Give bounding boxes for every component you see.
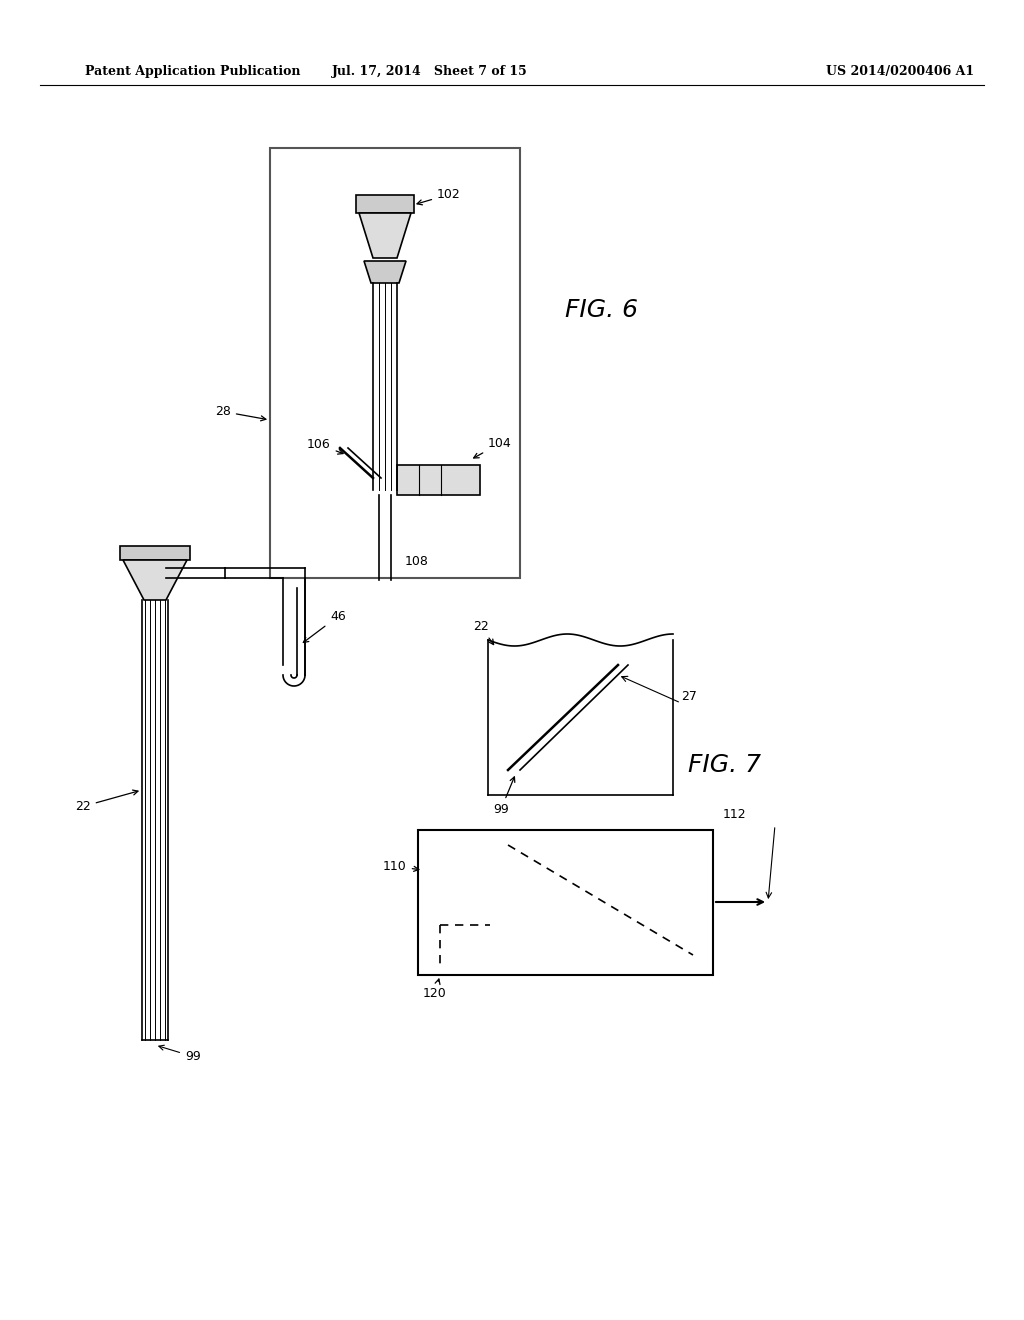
Text: 22: 22: [75, 791, 138, 813]
Text: Patent Application Publication: Patent Application Publication: [85, 66, 300, 78]
Polygon shape: [123, 560, 187, 601]
Bar: [418, 830, 713, 975]
Text: 112: 112: [723, 808, 746, 821]
Text: 99: 99: [159, 1045, 201, 1063]
Text: 104: 104: [474, 437, 512, 458]
Bar: [397, 465, 480, 495]
Bar: [120, 546, 190, 560]
Polygon shape: [359, 213, 411, 257]
Text: 46: 46: [303, 610, 346, 643]
Text: FIG. 7: FIG. 7: [688, 752, 761, 777]
Text: 27: 27: [681, 690, 697, 704]
Text: US 2014/0200406 A1: US 2014/0200406 A1: [826, 66, 974, 78]
Bar: [270, 148, 520, 578]
Text: 99: 99: [493, 777, 515, 816]
Text: 22: 22: [473, 620, 494, 644]
Text: 110: 110: [383, 861, 419, 873]
Polygon shape: [364, 261, 406, 282]
Bar: [356, 195, 414, 213]
Text: Jul. 17, 2014   Sheet 7 of 15: Jul. 17, 2014 Sheet 7 of 15: [332, 66, 528, 78]
Text: 120: 120: [423, 979, 446, 1001]
Text: 106: 106: [307, 438, 343, 454]
Text: 102: 102: [417, 187, 461, 205]
Text: 108: 108: [406, 554, 429, 568]
Text: 28: 28: [215, 405, 266, 421]
Text: FIG. 6: FIG. 6: [565, 298, 638, 322]
